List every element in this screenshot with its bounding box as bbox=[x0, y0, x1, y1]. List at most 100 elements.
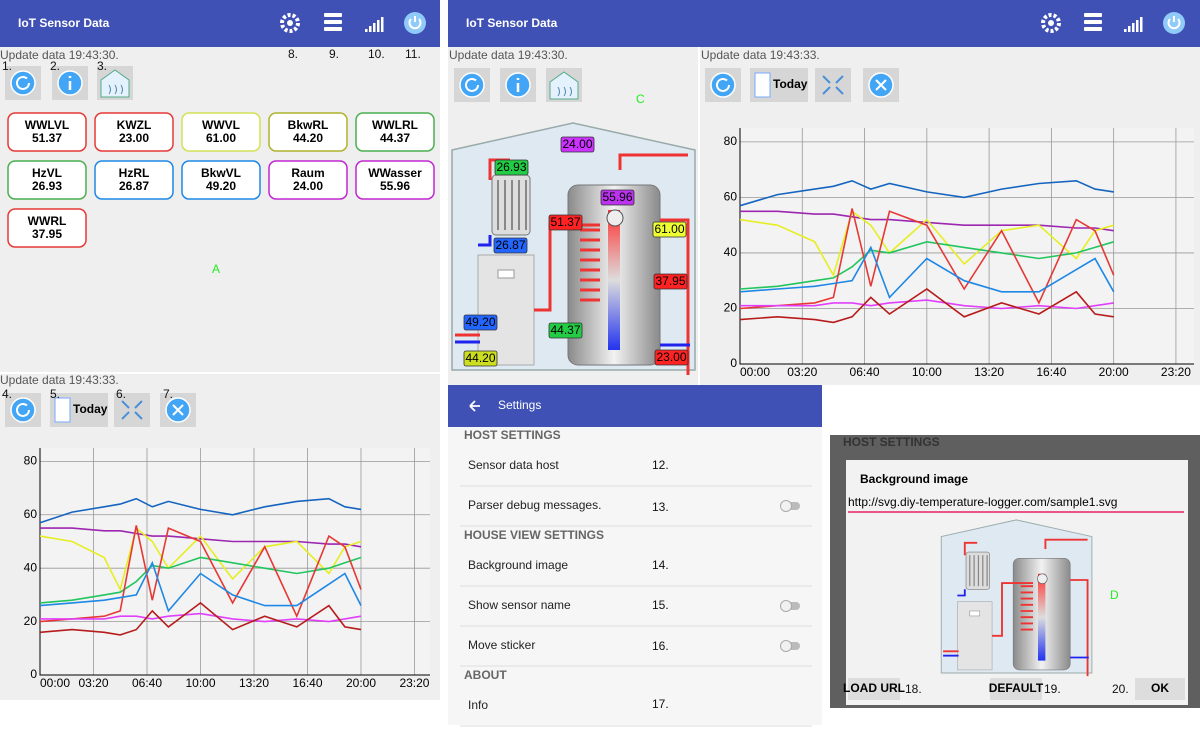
back-arrow[interactable] bbox=[469, 400, 480, 412]
step-marker: 6. bbox=[116, 387, 126, 401]
refresh-icon[interactable] bbox=[10, 397, 36, 423]
power-icon[interactable] bbox=[404, 12, 426, 34]
sensor-value: 26.93 bbox=[32, 179, 62, 193]
sensor-name: HzRL bbox=[119, 166, 150, 180]
toggle-thumb[interactable] bbox=[780, 500, 792, 512]
sensor-value: 61.00 bbox=[206, 131, 236, 145]
sensor-sticker[interactable] bbox=[463, 350, 498, 367]
sensor-value: 44.37 bbox=[380, 131, 410, 145]
heat-glyph[interactable] bbox=[557, 86, 572, 97]
settings-icon-hub[interactable] bbox=[287, 20, 293, 26]
sensor-tile[interactable] bbox=[181, 112, 261, 152]
sensor-sticker[interactable] bbox=[653, 273, 688, 290]
refresh-icon[interactable] bbox=[10, 70, 36, 96]
settings-icon[interactable] bbox=[280, 13, 300, 33]
sensor-sticker[interactable] bbox=[600, 189, 635, 206]
step-marker: 1. bbox=[2, 59, 12, 73]
list-icon[interactable] bbox=[324, 27, 342, 31]
sensor-tile[interactable] bbox=[181, 160, 261, 200]
setting-item: Sensor data host bbox=[468, 458, 559, 472]
sensor-sticker[interactable] bbox=[652, 221, 687, 238]
dialog-button[interactable] bbox=[990, 678, 1042, 700]
settings-icon-hub[interactable] bbox=[1048, 20, 1054, 26]
sensor-tile[interactable] bbox=[7, 208, 87, 248]
refresh-glyph[interactable] bbox=[716, 77, 730, 92]
sensor-sticker[interactable] bbox=[560, 136, 595, 153]
sensor-tile[interactable] bbox=[7, 112, 87, 152]
close-glyph[interactable] bbox=[875, 79, 887, 91]
signal-icon[interactable] bbox=[365, 29, 368, 32]
sensor-name: Raum bbox=[291, 166, 324, 180]
panel-letter: A bbox=[212, 262, 220, 276]
button[interactable] bbox=[815, 68, 851, 102]
series-line bbox=[739, 288, 1114, 324]
power-icon-glyph[interactable] bbox=[408, 16, 422, 30]
sensor-sticker[interactable] bbox=[494, 159, 529, 176]
update-label: Update data 19:43:30. bbox=[449, 48, 568, 62]
dialog-title: Background image bbox=[860, 472, 968, 486]
sensor-tile[interactable] bbox=[355, 112, 435, 152]
refresh-glyph[interactable] bbox=[16, 75, 30, 90]
signal-icon[interactable] bbox=[1136, 20, 1139, 32]
list-icon[interactable] bbox=[324, 13, 342, 17]
zoom-icon[interactable] bbox=[822, 75, 844, 95]
signal-icon[interactable] bbox=[369, 26, 372, 32]
list-icon[interactable] bbox=[324, 20, 342, 24]
close-glyph[interactable] bbox=[172, 404, 184, 416]
refresh-glyph[interactable] bbox=[16, 402, 30, 417]
sensor-tile[interactable] bbox=[94, 112, 174, 152]
step-marker: 12. bbox=[652, 458, 669, 472]
sensor-tile[interactable] bbox=[355, 160, 435, 200]
sensor-sticker[interactable] bbox=[654, 349, 689, 366]
sensor-tile[interactable] bbox=[268, 112, 348, 152]
calendar-icon[interactable] bbox=[54, 397, 71, 423]
sensor-sticker[interactable] bbox=[548, 214, 583, 231]
heat-glyph[interactable] bbox=[108, 84, 123, 95]
sensor-sticker[interactable] bbox=[548, 322, 583, 339]
x-tick-label: 10:00 bbox=[912, 365, 942, 379]
sensor-tile[interactable] bbox=[7, 160, 87, 200]
signal-icon[interactable] bbox=[381, 17, 384, 32]
refresh-icon[interactable] bbox=[710, 72, 736, 98]
sensor-value: 23.00 bbox=[119, 131, 149, 145]
button[interactable] bbox=[114, 393, 150, 427]
power-icon[interactable] bbox=[1163, 12, 1185, 34]
section-header: HOST SETTINGS bbox=[464, 428, 561, 442]
zoom-icon[interactable] bbox=[121, 400, 143, 420]
series-line bbox=[739, 240, 1114, 290]
list-icon[interactable] bbox=[1084, 27, 1102, 31]
signal-icon[interactable] bbox=[377, 20, 380, 32]
list-icon[interactable] bbox=[1084, 20, 1102, 24]
x-tick-label: 20:00 bbox=[346, 676, 376, 690]
sticker-value: 55.96 bbox=[602, 190, 632, 204]
series-line bbox=[739, 209, 1114, 278]
settings-icon[interactable] bbox=[1041, 13, 1061, 33]
sensor-tile[interactable] bbox=[268, 160, 348, 200]
dialog-behind-header: HOST SETTINGS bbox=[843, 435, 940, 449]
sticker-value: 24.00 bbox=[562, 137, 592, 151]
app-title: IoT Sensor Data bbox=[466, 16, 558, 30]
sensor-tile[interactable] bbox=[94, 160, 174, 200]
sensor-sticker[interactable] bbox=[463, 314, 498, 331]
toggle-thumb[interactable] bbox=[780, 640, 792, 652]
signal-icon[interactable] bbox=[373, 23, 376, 32]
signal-icon[interactable] bbox=[1140, 17, 1143, 32]
power-icon-glyph[interactable] bbox=[1167, 16, 1181, 30]
signal-icon[interactable] bbox=[1124, 29, 1127, 32]
signal-icon[interactable] bbox=[1128, 26, 1131, 32]
signal-icon[interactable] bbox=[1132, 23, 1135, 32]
sensor-sticker[interactable] bbox=[493, 237, 528, 254]
calendar-icon[interactable] bbox=[754, 72, 771, 98]
dialog-button[interactable] bbox=[1135, 678, 1185, 700]
refresh-icon[interactable] bbox=[459, 72, 485, 98]
y-tick-label: 40 bbox=[24, 560, 38, 574]
refresh-glyph[interactable] bbox=[465, 77, 479, 92]
x-tick-label: 13:20 bbox=[974, 365, 1004, 379]
sensor-value: 51.37 bbox=[32, 131, 62, 145]
toggle-thumb[interactable] bbox=[780, 600, 792, 612]
x-tick-label: 06:40 bbox=[850, 365, 880, 379]
list-icon[interactable] bbox=[1084, 13, 1102, 17]
today-label: Today bbox=[73, 402, 108, 416]
panel-letter: D bbox=[1110, 588, 1119, 602]
dialog-button[interactable] bbox=[848, 678, 900, 700]
